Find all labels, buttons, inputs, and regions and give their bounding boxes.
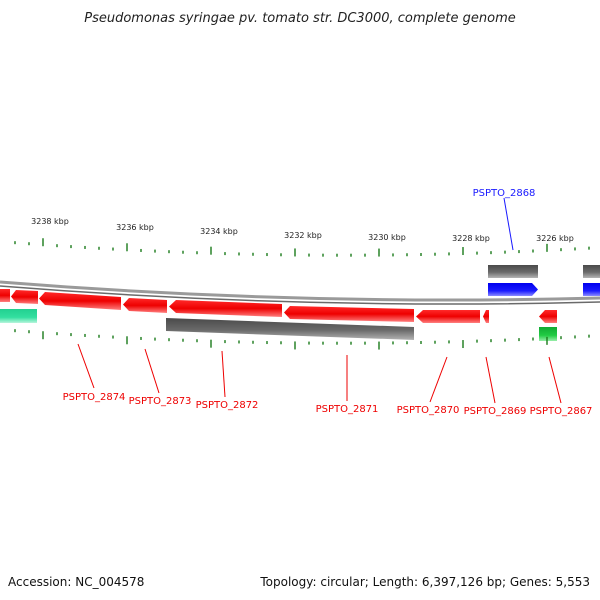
scale-label: 3238 kbp	[31, 217, 69, 226]
gray-feature-upper[interactable]	[583, 265, 600, 278]
scale-label: 3232 kbp	[284, 231, 322, 240]
topology-summary: Topology: circular; Length: 6,397,126 bp…	[259, 575, 590, 589]
forward-gene-arrow[interactable]	[488, 283, 538, 296]
gene-label-reverse[interactable]: PSPTO_2873	[129, 396, 192, 407]
reverse-gene-arrow[interactable]	[11, 290, 38, 304]
label-leader-lines	[77, 197, 562, 404]
reverse-gene-arrow[interactable]	[123, 298, 167, 313]
gene-label-reverse[interactable]: PSPTO_2870	[397, 405, 460, 416]
scale-label: 3226 kbp	[536, 234, 574, 243]
reverse-gene-arrow[interactable]	[169, 300, 282, 317]
gene-label-reverse[interactable]: PSPTO_2869	[464, 406, 527, 417]
scale-label: 3230 kbp	[368, 233, 406, 242]
scale-labels: 3238 kbp 3236 kbp 3234 kbp 3232 kbp 3230…	[31, 217, 574, 243]
backbone-outer	[0, 280, 600, 302]
tick-row-lower	[14, 329, 590, 350]
leader-line	[548, 356, 562, 404]
scale-label: 3236 kbp	[116, 223, 154, 232]
reverse-strand-track	[0, 289, 557, 341]
reverse-gene-arrow[interactable]	[483, 310, 489, 323]
forward-gene-arrow[interactable]	[583, 283, 600, 296]
leader-line	[221, 350, 226, 398]
reverse-gene-arrow[interactable]	[539, 310, 557, 323]
gene-label-reverse[interactable]: PSPTO_2867	[530, 406, 593, 417]
gene-label-reverse[interactable]: PSPTO_2871	[316, 404, 379, 415]
leader-line	[77, 343, 95, 389]
gene-label-forward[interactable]: PSPTO_2868	[473, 188, 536, 199]
leader-line	[485, 356, 496, 404]
gray-feature-lower[interactable]	[166, 318, 414, 340]
scale-label: 3228 kbp	[452, 234, 490, 243]
reverse-gene-arrow[interactable]	[284, 306, 414, 322]
gray-feature-upper[interactable]	[488, 265, 538, 278]
genome-title: Pseudomonas syringae pv. tomato str. DC3…	[84, 11, 516, 26]
leader-line	[144, 348, 160, 394]
rna-feature[interactable]	[539, 327, 557, 341]
backbone-inner	[0, 285, 600, 305]
gene-label-reverse[interactable]: PSPTO_2872	[196, 400, 259, 411]
tick-row-upper	[14, 238, 590, 257]
leader-line	[503, 197, 514, 251]
scale-label: 3234 kbp	[200, 227, 238, 236]
reverse-gene-arrow[interactable]	[0, 289, 10, 302]
accession-text: Accession: NC_004578	[8, 575, 144, 589]
reverse-gene-arrow[interactable]	[416, 310, 480, 323]
teal-feature[interactable]	[0, 309, 37, 323]
gene-label-reverse[interactable]: PSPTO_2874	[63, 392, 126, 403]
forward-strand-track	[488, 265, 600, 296]
leader-line	[429, 356, 448, 403]
reverse-gene-arrow[interactable]	[39, 292, 121, 310]
